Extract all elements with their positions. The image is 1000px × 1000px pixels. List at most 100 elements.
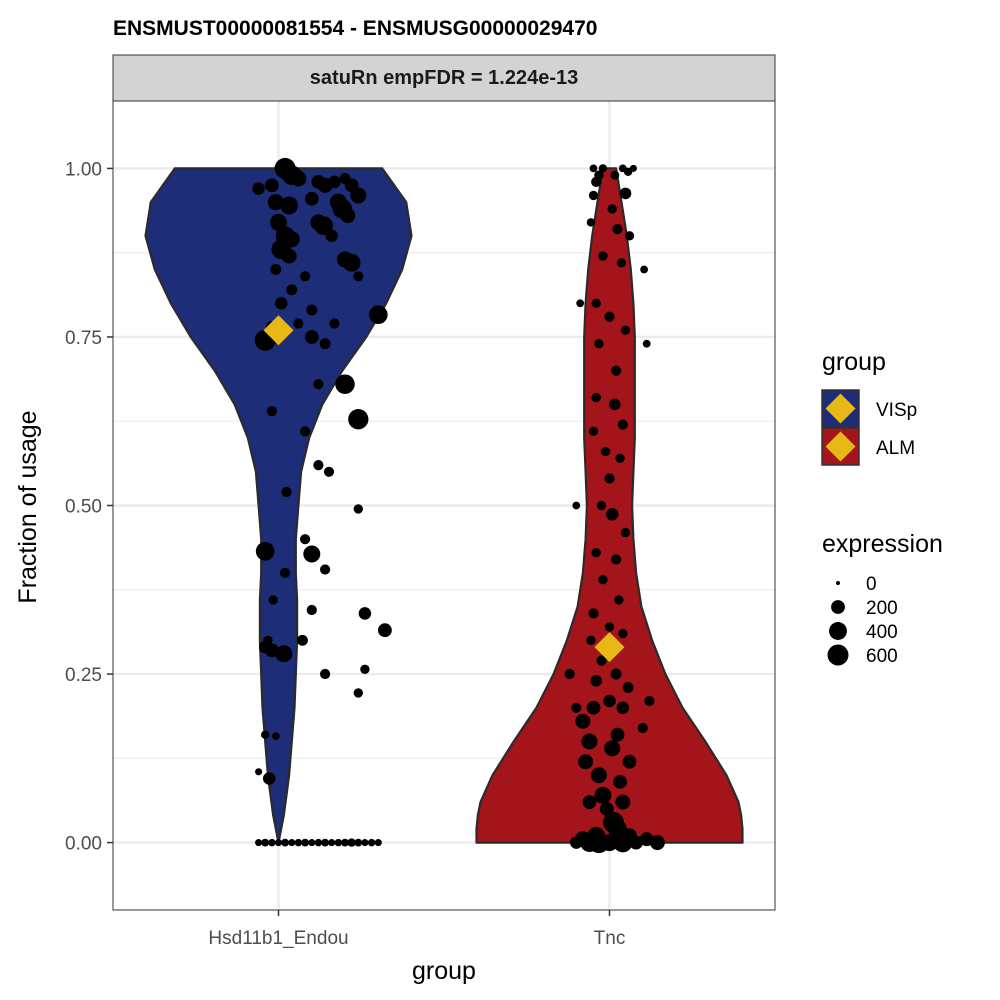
data-point <box>374 839 382 847</box>
data-point <box>325 229 338 243</box>
data-point <box>314 838 323 847</box>
data-point <box>296 634 308 646</box>
data-point <box>263 635 273 645</box>
data-point <box>591 298 601 308</box>
legend-size-dot <box>829 622 847 640</box>
data-point <box>319 338 331 350</box>
data-point <box>274 297 288 310</box>
data-point <box>582 795 597 810</box>
data-point <box>570 836 583 849</box>
data-point <box>281 486 292 498</box>
legend-expression-title: expression <box>822 530 943 558</box>
data-point <box>604 622 615 632</box>
y-tick-label: 0.75 <box>65 328 102 349</box>
data-point <box>268 595 278 605</box>
data-point <box>596 500 607 511</box>
x-tick-label: Tnc <box>594 928 626 949</box>
data-point <box>599 801 614 816</box>
data-point <box>353 688 363 698</box>
data-point <box>604 473 615 484</box>
data-point <box>321 838 329 847</box>
legend-size-label: 600 <box>866 646 898 667</box>
data-point <box>578 754 594 770</box>
chart-title: ENSMUST00000081554 - ENSMUSG00000029470 <box>113 17 597 40</box>
data-point <box>262 772 276 785</box>
mean-markers <box>263 315 625 663</box>
data-point <box>586 700 601 715</box>
data-point <box>590 675 602 687</box>
data-points <box>252 157 665 854</box>
y-tick-label: 0.25 <box>65 665 102 686</box>
data-point <box>588 832 610 854</box>
data-point <box>341 838 349 847</box>
data-point <box>252 182 265 195</box>
legend-size-dot <box>827 644 849 666</box>
data-point <box>350 187 367 204</box>
data-point <box>610 668 622 680</box>
data-point <box>598 164 608 173</box>
data-point <box>609 398 621 411</box>
data-point <box>613 774 628 789</box>
data-point <box>637 722 648 734</box>
data-point <box>280 567 291 579</box>
data-point <box>266 406 277 417</box>
legend-size-dot <box>836 581 840 585</box>
data-point <box>286 284 298 296</box>
data-point <box>300 426 311 437</box>
data-point <box>572 501 581 510</box>
data-point <box>608 831 625 848</box>
x-tick-label: Hsd11b1_Endou <box>208 928 348 949</box>
data-point <box>588 190 599 201</box>
data-point <box>604 311 615 322</box>
data-point <box>571 702 582 713</box>
data-point <box>591 548 601 558</box>
legend-label-visp: VISp <box>876 400 917 421</box>
data-point <box>280 196 299 215</box>
data-point <box>377 623 392 638</box>
legend-size-label: 400 <box>866 622 898 643</box>
data-point <box>368 305 388 325</box>
data-point <box>313 379 324 390</box>
facet-strip: satuRn empFDR = 1.224e-13 <box>112 54 776 102</box>
legend-key-marker <box>825 393 856 424</box>
data-point <box>328 839 336 847</box>
data-point <box>564 668 575 680</box>
data-point <box>614 595 624 605</box>
data-point <box>615 794 631 810</box>
data-point <box>604 740 621 757</box>
data-point <box>294 838 303 847</box>
strip-background <box>112 54 776 102</box>
data-point <box>596 655 607 666</box>
data-point <box>354 838 363 847</box>
data-point <box>353 504 363 514</box>
data-point <box>603 694 616 708</box>
data-point <box>594 170 604 180</box>
y-axis-title: Fraction of usage <box>14 410 42 603</box>
legend-size-label: 0 <box>866 574 877 595</box>
data-point <box>649 835 665 851</box>
data-point <box>576 299 585 308</box>
data-point <box>629 164 637 172</box>
data-point <box>612 224 623 235</box>
mean-marker <box>263 315 294 346</box>
data-point <box>300 271 311 282</box>
data-point <box>255 839 263 847</box>
data-point <box>304 330 319 344</box>
data-point <box>590 767 607 784</box>
data-point <box>261 838 270 847</box>
data-point <box>274 839 283 847</box>
data-point <box>619 187 632 200</box>
data-point <box>261 730 270 739</box>
data-point <box>358 607 372 620</box>
strip-label: satuRn empFDR = 1.224e-13 <box>310 67 578 89</box>
data-point <box>342 253 361 272</box>
legend-label-alm: ALM <box>876 438 915 459</box>
data-point <box>607 204 617 214</box>
data-point <box>620 527 631 538</box>
data-point <box>611 554 622 565</box>
data-point <box>320 668 331 680</box>
data-point <box>308 839 316 847</box>
data-point <box>644 695 655 707</box>
data-point <box>622 682 634 693</box>
